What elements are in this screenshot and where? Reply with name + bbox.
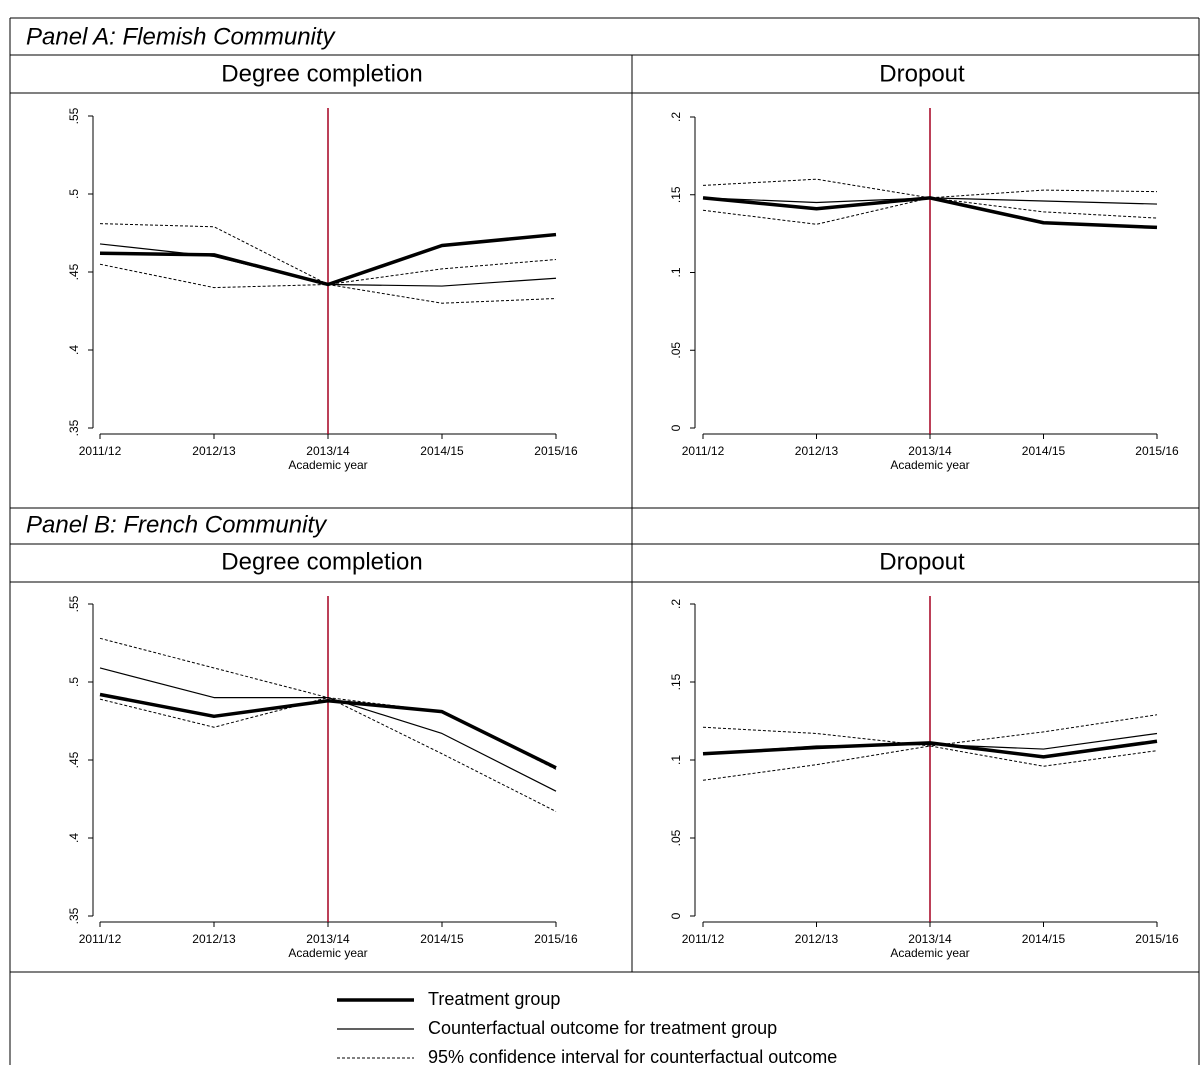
x-tick-label: 2014/15 xyxy=(1022,444,1066,458)
series-line xyxy=(99,692,557,770)
y-tick-label: .45 xyxy=(67,263,81,280)
y-tick-label: .4 xyxy=(67,833,81,843)
x-tick-label: 2011/12 xyxy=(79,932,122,946)
chart: Dropout 0 .05 .1 .15 .2 2011/12 2012/13 2013/14 2… xyxy=(669,60,1179,472)
series-line xyxy=(702,178,1158,199)
x-tick-label: 2015/16 xyxy=(534,932,578,946)
x-tick-label: 2014/15 xyxy=(1022,932,1066,946)
x-tick-label: 2013/14 xyxy=(306,444,350,458)
y-tick-label: 0 xyxy=(669,424,683,431)
legend-label: Treatment group xyxy=(428,989,560,1009)
chart-title: Dropout xyxy=(879,548,965,575)
series-line xyxy=(99,667,557,792)
y-tick-label: .55 xyxy=(67,107,81,124)
x-axis-label: Academic year xyxy=(890,458,969,472)
chart: Degree completion .35 .4 .45 .5 .55 2011/12 201… xyxy=(67,548,578,960)
y-tick-label: .55 xyxy=(67,595,81,612)
y-tick-label: .2 xyxy=(669,599,683,609)
x-tick-label: 2011/12 xyxy=(79,444,122,458)
chart: Dropout 0 .05 .1 .15 .2 2011/12 2012/13 2013/14 2… xyxy=(669,548,1179,960)
y-tick-label: .05 xyxy=(669,829,683,846)
x-tick-label: 2011/12 xyxy=(682,444,725,458)
y-tick-label: .4 xyxy=(67,345,81,355)
x-tick-label: 2012/13 xyxy=(192,444,236,458)
panel-title: Panel A: Flemish Community xyxy=(26,23,337,50)
series-line xyxy=(702,196,1158,230)
y-tick-label: 0 xyxy=(669,912,683,919)
chart: Degree completion .35 .4 .45 .5 .55 2011/12 201… xyxy=(67,60,578,472)
x-tick-label: 2014/15 xyxy=(420,932,464,946)
x-axis-label: Academic year xyxy=(288,946,367,960)
x-tick-label: 2015/16 xyxy=(1135,932,1179,946)
x-tick-label: 2013/14 xyxy=(908,444,952,458)
legend-label: 95% confidence interval for counterfactu… xyxy=(428,1047,837,1065)
series-line xyxy=(99,232,557,287)
legend-label: Counterfactual outcome for treatment gro… xyxy=(428,1018,777,1038)
x-axis-label: Academic year xyxy=(288,458,367,472)
y-tick-label: .2 xyxy=(669,112,683,122)
table-borders xyxy=(9,17,1200,1065)
chart-title: Degree completion xyxy=(221,60,422,87)
y-tick-label: .05 xyxy=(669,342,683,359)
y-tick-label: .15 xyxy=(669,673,683,690)
x-tick-label: 2014/15 xyxy=(420,444,464,458)
y-tick-label: .5 xyxy=(67,189,81,199)
y-tick-label: .1 xyxy=(669,267,683,277)
chart-title: Degree completion xyxy=(221,548,422,575)
series-line xyxy=(702,739,1158,759)
chart-title: Dropout xyxy=(879,60,965,87)
x-tick-label: 2011/12 xyxy=(682,932,725,946)
series-line xyxy=(702,745,1158,781)
x-tick-label: 2012/13 xyxy=(192,932,236,946)
series-line xyxy=(702,714,1158,747)
y-tick-label: .1 xyxy=(669,755,683,765)
x-tick-label: 2015/16 xyxy=(534,444,578,458)
y-tick-label: .15 xyxy=(669,186,683,203)
x-tick-label: 2013/14 xyxy=(908,932,952,946)
x-axis-label: Academic year xyxy=(890,946,969,960)
y-tick-label: .45 xyxy=(67,751,81,768)
x-tick-label: 2012/13 xyxy=(795,444,839,458)
y-tick-label: .35 xyxy=(67,419,81,436)
panel-title: Panel B: French Community xyxy=(26,511,328,538)
x-tick-label: 2015/16 xyxy=(1135,444,1179,458)
legend: Treatment group Counterfactual outcome fo… xyxy=(337,989,837,1065)
y-tick-label: .35 xyxy=(67,907,81,924)
x-tick-label: 2012/13 xyxy=(795,932,839,946)
y-tick-label: .5 xyxy=(67,677,81,687)
x-tick-label: 2013/14 xyxy=(306,932,350,946)
